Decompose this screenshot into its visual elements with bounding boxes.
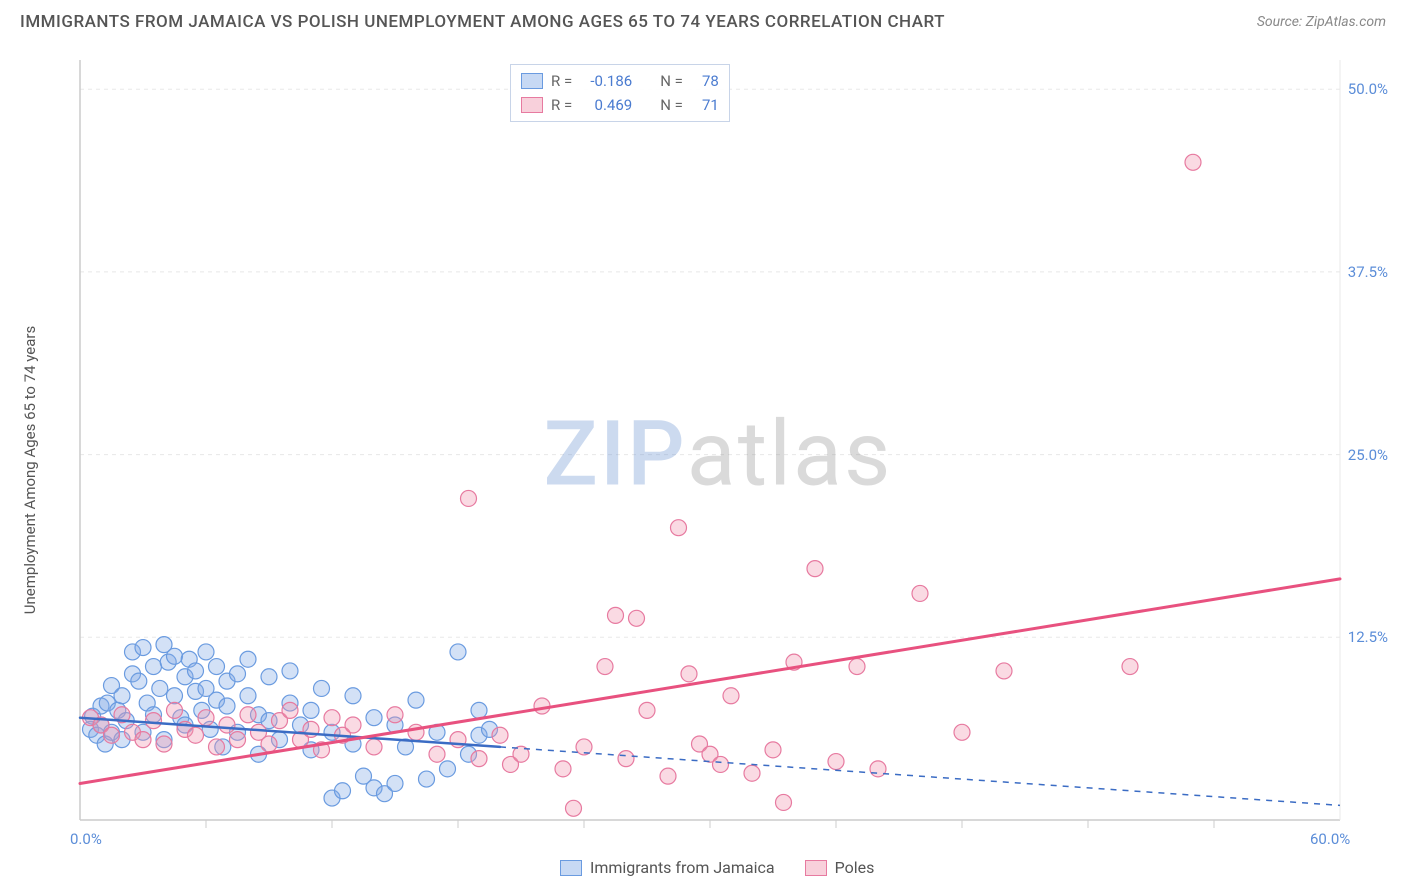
correlation-legend: R =-0.186 N =78 R =0.469 N =71: [510, 64, 730, 122]
legend-row: R =-0.186 N =78: [521, 69, 719, 93]
y-tick-label: 12.5%: [1348, 628, 1388, 646]
chart-area: Unemployment Among Ages 65 to 74 years Z…: [50, 60, 1386, 880]
y-tick-label: 25.0%: [1348, 446, 1388, 464]
x-min-label: 0.0%: [70, 830, 102, 848]
legend-item: Poles: [805, 858, 875, 877]
y-tick-label: 37.5%: [1348, 263, 1388, 281]
chart-header: IMMIGRANTS FROM JAMAICA VS POLISH UNEMPL…: [0, 0, 1406, 40]
y-axis-label: Unemployment Among Ages 65 to 74 years: [21, 326, 39, 614]
y-tick-label: 50.0%: [1348, 80, 1388, 98]
series-legend: Immigrants from Jamaica Poles: [560, 858, 874, 877]
x-max-label: 60.0%: [1310, 830, 1350, 848]
legend-item: Immigrants from Jamaica: [560, 858, 775, 877]
scatter-plot: [50, 60, 1386, 850]
legend-row: R =0.469 N =71: [521, 93, 719, 117]
chart-title: IMMIGRANTS FROM JAMAICA VS POLISH UNEMPL…: [20, 12, 945, 32]
source-attribution: Source: ZipAtlas.com: [1257, 14, 1386, 30]
